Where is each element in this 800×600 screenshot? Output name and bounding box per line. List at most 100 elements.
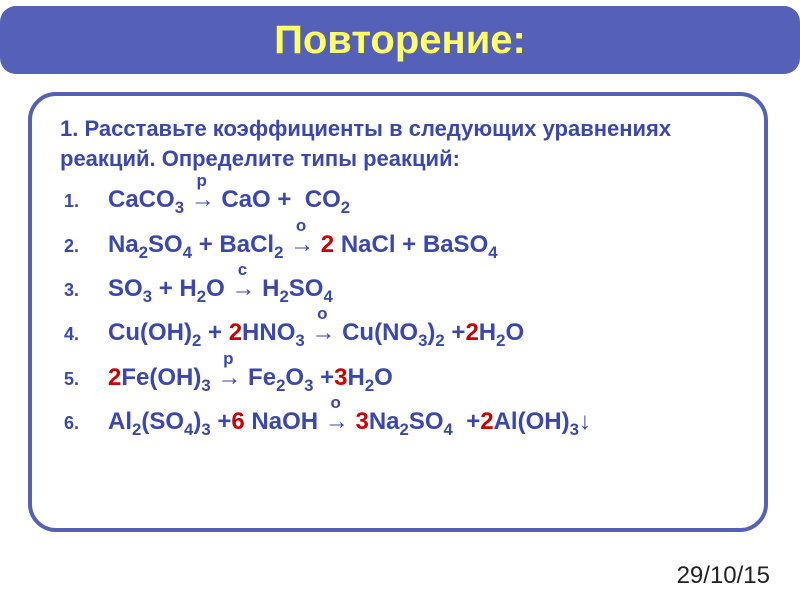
subscript: 3: [201, 420, 210, 439]
page-title: Повторение:: [274, 18, 526, 63]
chem-species: O3: [285, 361, 313, 397]
chem-species: CO2: [305, 183, 350, 219]
reaction-arrow: о →: [283, 228, 320, 262]
subscript: 2: [192, 331, 201, 350]
equation-row: 6.Al2(SO4)3 +6 NaOHо → 3Na2SO4 +2Al(OH)3…: [60, 405, 736, 441]
equation-number: 6.: [60, 411, 108, 436]
reaction-arrow: с →: [225, 272, 262, 306]
chem-species: H2: [262, 272, 289, 308]
content-box: 1. Расставьте коэффициенты в следующих у…: [28, 92, 768, 532]
subscript: 2: [276, 375, 285, 394]
chem-species: CaO: [221, 183, 270, 217]
chem-species: O: [505, 316, 524, 350]
operator: +: [271, 183, 298, 217]
subscript: 3: [143, 287, 152, 306]
chem-species: Fe(OH)3: [121, 361, 210, 397]
chem-species: NaOH: [245, 405, 318, 439]
subscript: 2: [400, 420, 409, 439]
operator: +: [396, 228, 423, 262]
chem-species: O: [206, 272, 225, 306]
subscript: 2: [132, 420, 141, 439]
reaction-type-label: о: [331, 391, 341, 415]
subscript: 2: [365, 375, 374, 394]
equation-number: 1.: [60, 189, 108, 214]
subscript: 4: [488, 242, 497, 261]
subscript: 2: [496, 331, 505, 350]
chem-species: O: [374, 361, 393, 395]
subscript: 3: [201, 375, 210, 394]
equation-number: 5.: [60, 367, 108, 392]
reaction-type-label: р: [223, 347, 233, 371]
subscript: 2: [139, 242, 148, 261]
reaction-type-label: о: [317, 302, 327, 326]
operator: +: [211, 405, 232, 439]
chem-species: CaCO3: [108, 183, 184, 219]
reaction-arrow: о →: [318, 405, 355, 439]
subscript: 2: [435, 331, 444, 350]
chem-species: (SO4: [141, 405, 193, 441]
coefficient: 2: [229, 316, 242, 350]
chem-species: Cu(OH)2: [108, 316, 201, 352]
equation-body: SO3 + H2Oс → H2SO4: [108, 272, 333, 308]
chem-species: Na2: [108, 228, 148, 264]
subscript: 3: [175, 198, 184, 217]
coefficient: 2: [108, 361, 121, 395]
operator: +: [192, 228, 219, 262]
equation-body: CaCO3р → CaO + CO2: [108, 183, 350, 219]
subscript: 3: [304, 375, 313, 394]
operator: +: [445, 316, 466, 350]
subscript: 3: [570, 420, 579, 439]
equation-row: 2.Na2SO4 + BaCl2о → 2 NaCl + BaSO4: [60, 228, 736, 264]
equation-row: 5.2Fe(OH)3р → Fe2O3 +3H2O: [60, 361, 736, 397]
chem-species: BaSO4: [423, 228, 498, 264]
subscript: 3: [295, 331, 304, 350]
equation-body: Na2SO4 + BaCl2о → 2 NaCl + BaSO4: [108, 228, 498, 264]
instruction-text: 1. Расставьте коэффициенты в следующих у…: [60, 114, 736, 173]
equation-number: 2.: [60, 234, 108, 259]
subscript: 2: [279, 287, 288, 306]
coefficient: 2: [465, 316, 478, 350]
chem-species: Al2: [108, 405, 141, 441]
coefficient: 3: [355, 405, 368, 439]
chem-species: H2: [479, 316, 506, 352]
chem-species: )2: [427, 316, 444, 352]
title-bar: Повторение:: [0, 6, 800, 74]
chem-species: H2: [179, 272, 206, 308]
chem-species: Cu(NO3: [342, 316, 427, 352]
coefficient: 2: [480, 405, 493, 439]
equation-body: Cu(OH)2 + 2HNO3о → Cu(NO3)2 +2H2O: [108, 316, 524, 352]
equation-row: 3.SO3 + H2Oс → H2SO4: [60, 272, 736, 308]
equation-number: 4.: [60, 322, 108, 347]
reaction-type-label: о: [296, 214, 306, 238]
operator: +: [453, 405, 480, 439]
slide-date: 29/10/15: [677, 562, 770, 590]
chem-species: Al(OH)3: [494, 405, 579, 441]
reaction-arrow: р →: [184, 183, 221, 217]
equation-row: 1.CaCO3р → CaO + CO2: [60, 183, 736, 219]
equation-body: 2Fe(OH)3р → Fe2O3 +3H2O: [108, 361, 393, 397]
spacer: [298, 183, 305, 217]
chem-species: H2: [347, 361, 374, 397]
reaction-type-label: с: [238, 258, 247, 282]
chem-species: SO4: [148, 228, 192, 264]
subscript: 3: [418, 331, 427, 350]
equation-row: 4.Cu(OH)2 + 2HNO3о → Cu(NO3)2 +2H2O: [60, 316, 736, 352]
chem-species: SO4: [409, 405, 453, 441]
operator: +: [201, 316, 228, 350]
equation-number: 3.: [60, 278, 108, 303]
chem-species: BaCl2: [219, 228, 283, 264]
chem-species: )3: [193, 405, 210, 441]
precipitate-icon: ↓: [579, 405, 591, 439]
chem-species: SO3: [108, 272, 152, 308]
chem-species: Fe2: [248, 361, 285, 397]
reaction-arrow: р →: [211, 361, 248, 395]
subscript: 4: [444, 420, 453, 439]
spacer: [334, 228, 341, 262]
coefficient: 2: [321, 228, 334, 262]
chem-species: HNO3: [242, 316, 305, 352]
chem-species: Na2: [369, 405, 409, 441]
chem-species: NaCl: [341, 228, 396, 262]
subscript: 2: [197, 287, 206, 306]
coefficient: 6: [231, 405, 244, 439]
equation-list: 1.CaCO3р → CaO + CO22.Na2SO4 + BaCl2о → …: [60, 183, 736, 441]
